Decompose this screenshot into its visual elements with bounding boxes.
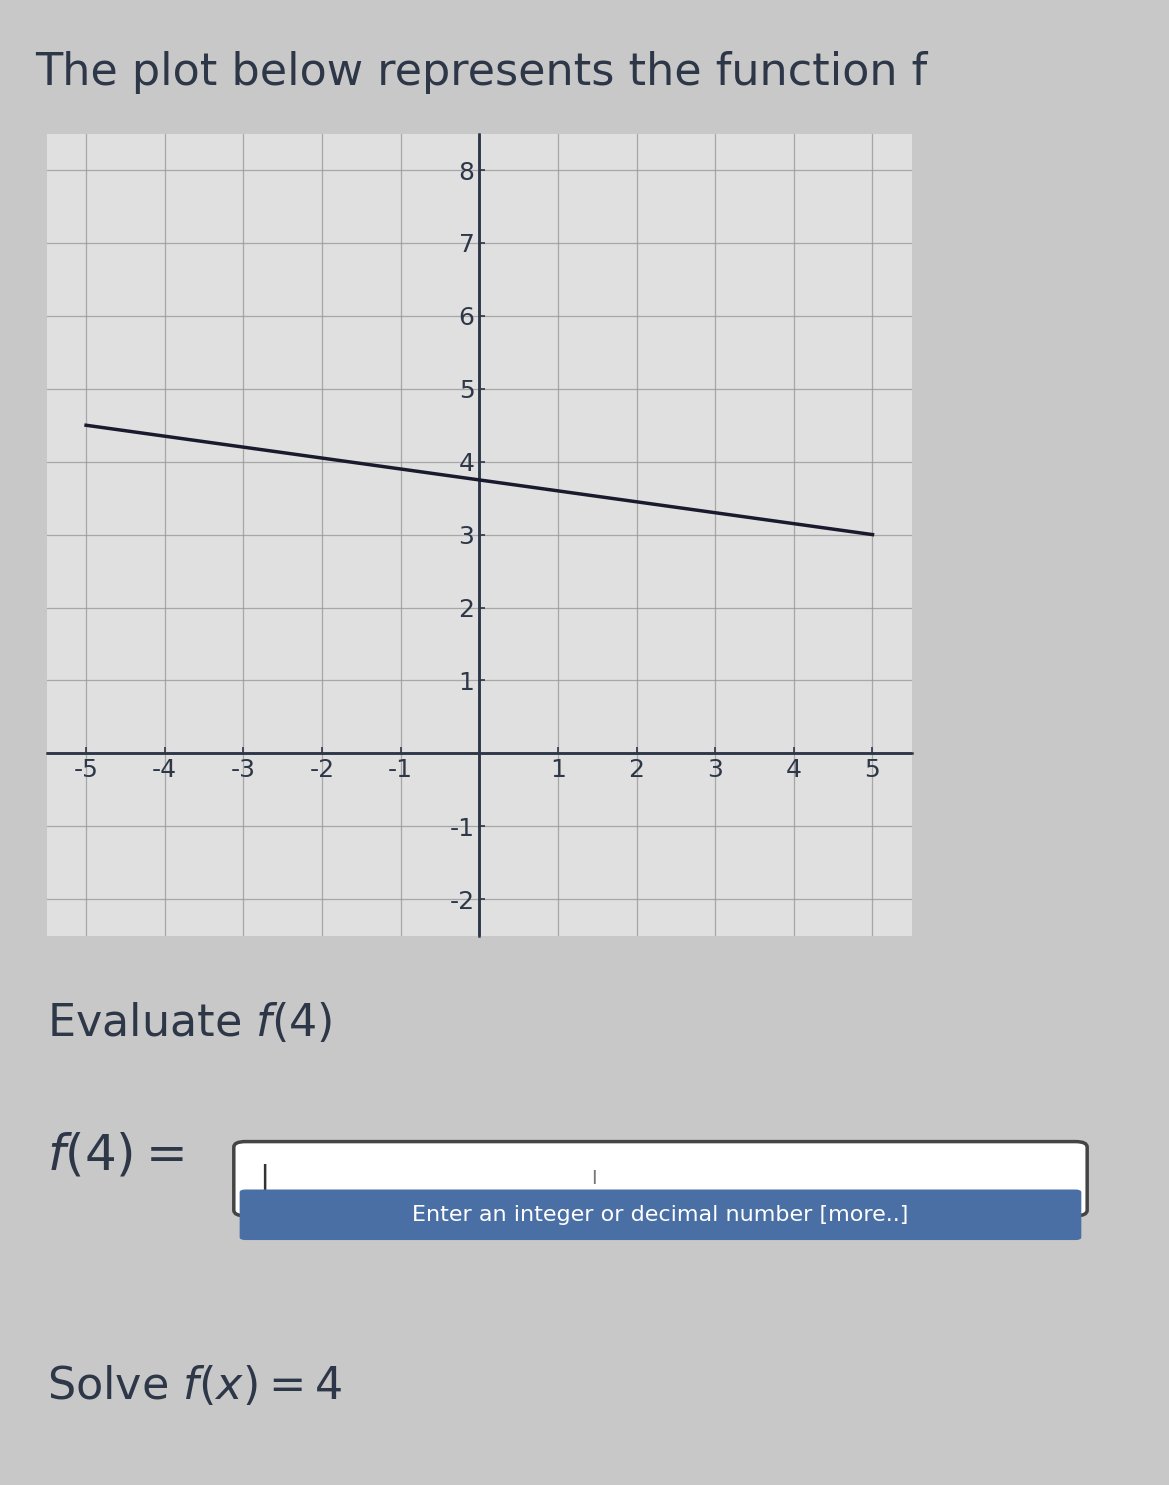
Text: The plot below represents the function f: The plot below represents the function f — [35, 50, 927, 94]
Text: |: | — [260, 1163, 270, 1194]
Text: Evaluate $f(4)$: Evaluate $f(4)$ — [47, 1001, 332, 1045]
Text: Enter an integer or decimal number [more..]: Enter an integer or decimal number [more… — [413, 1204, 908, 1225]
Text: $f(4) =$: $f(4) =$ — [47, 1132, 184, 1179]
Text: Solve $f(x) = 4$: Solve $f(x) = 4$ — [47, 1365, 341, 1408]
Text: I: I — [592, 1169, 597, 1188]
FancyBboxPatch shape — [240, 1189, 1081, 1240]
FancyBboxPatch shape — [234, 1142, 1087, 1216]
